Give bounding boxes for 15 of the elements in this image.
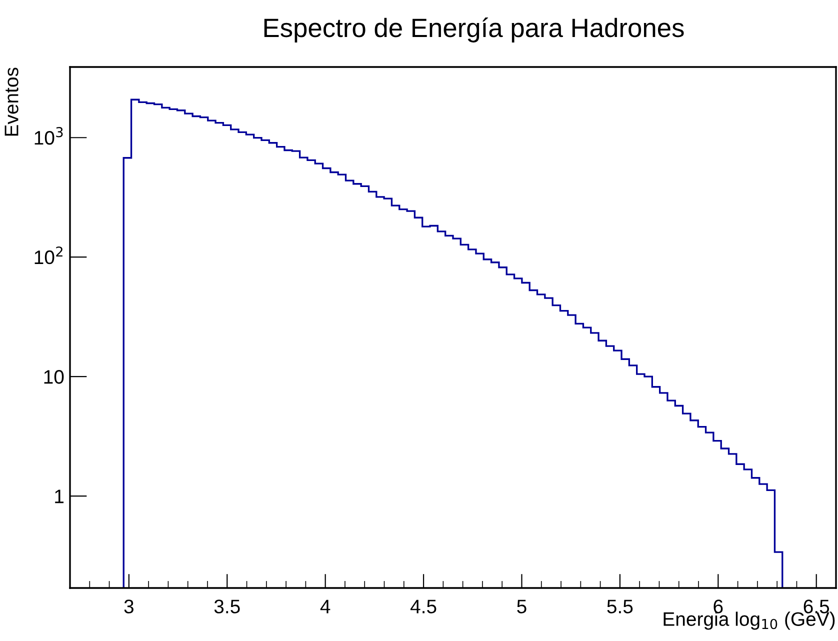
x-axis-title: Energia log$_{10}$ (GeV) xyxy=(664,612,835,630)
x-tick-label: 3.5 xyxy=(214,600,240,614)
y-tick-label: 10$^{2}$ xyxy=(34,246,62,264)
x-tick-label: 5 xyxy=(517,600,526,614)
chart-title: Espectro de Energía para Hadrones xyxy=(264,18,684,42)
x-tick-label: 4 xyxy=(320,600,330,614)
x-tick-label: 6 xyxy=(714,600,723,614)
x-tick-label: 5.5 xyxy=(607,600,633,614)
x-tick-label: 6.5 xyxy=(804,600,830,614)
y-tick-label: 10$^{3}$ xyxy=(34,126,63,145)
x-tick-label: 3 xyxy=(124,600,134,614)
y-tick-label: 10 xyxy=(44,370,64,384)
y-axis-title: Eventos xyxy=(4,68,18,136)
x-tick-label: 4.5 xyxy=(410,600,436,614)
y-tick-label: 1 xyxy=(55,490,64,504)
